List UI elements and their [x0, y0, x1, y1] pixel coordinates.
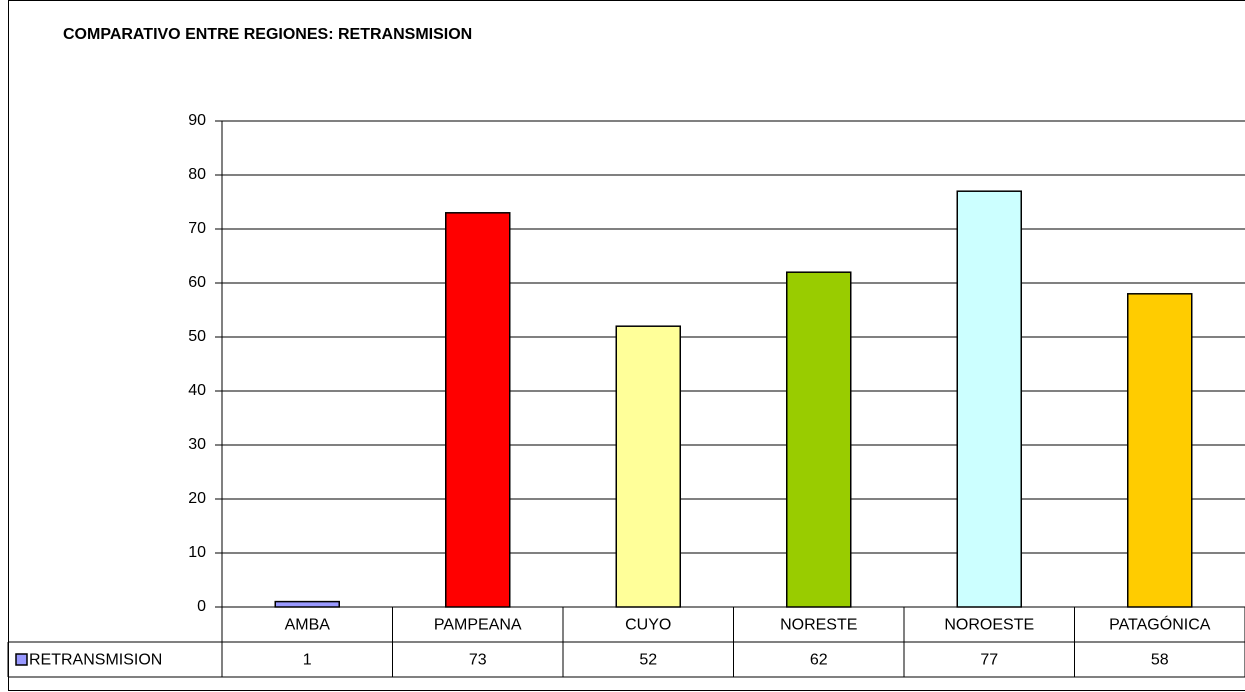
y-tick-label: 40	[188, 382, 206, 399]
y-tick-label: 50	[188, 328, 206, 345]
x-tick-label: PATAGÓNICA	[1109, 615, 1211, 634]
legend-swatch	[15, 653, 28, 666]
chart-title: COMPARATIVO ENTRE REGIONES: RETRANSMISIO…	[63, 26, 472, 43]
x-tick-label: AMBA	[285, 617, 331, 634]
table-value: 58	[1151, 652, 1169, 669]
bar	[615, 325, 681, 608]
bar	[445, 212, 511, 608]
x-tick-label: PAMPEANA	[434, 617, 522, 634]
y-tick-label: 80	[188, 166, 206, 183]
y-tick-label: 10	[188, 544, 206, 561]
x-tick-label: CUYO	[625, 617, 671, 634]
table-value: 77	[980, 652, 998, 669]
y-tick-label: 30	[188, 436, 206, 453]
y-tick-label: 20	[188, 490, 206, 507]
x-tick-label: NORESTE	[780, 617, 857, 634]
x-tick-label: NOROESTE	[944, 617, 1034, 634]
y-tick-label: 60	[188, 274, 206, 291]
table-value: 62	[810, 652, 828, 669]
bar	[786, 271, 852, 608]
bar	[1127, 293, 1193, 608]
table-value: 1	[303, 652, 312, 669]
legend-label: RETRANSMISION	[29, 652, 162, 669]
y-tick-label: 90	[188, 112, 206, 129]
y-tick-label: 70	[188, 220, 206, 237]
y-tick-label: 0	[197, 598, 206, 615]
table-value: 52	[639, 652, 657, 669]
table-value: 73	[469, 652, 487, 669]
bar	[956, 190, 1022, 608]
bar	[274, 600, 340, 608]
